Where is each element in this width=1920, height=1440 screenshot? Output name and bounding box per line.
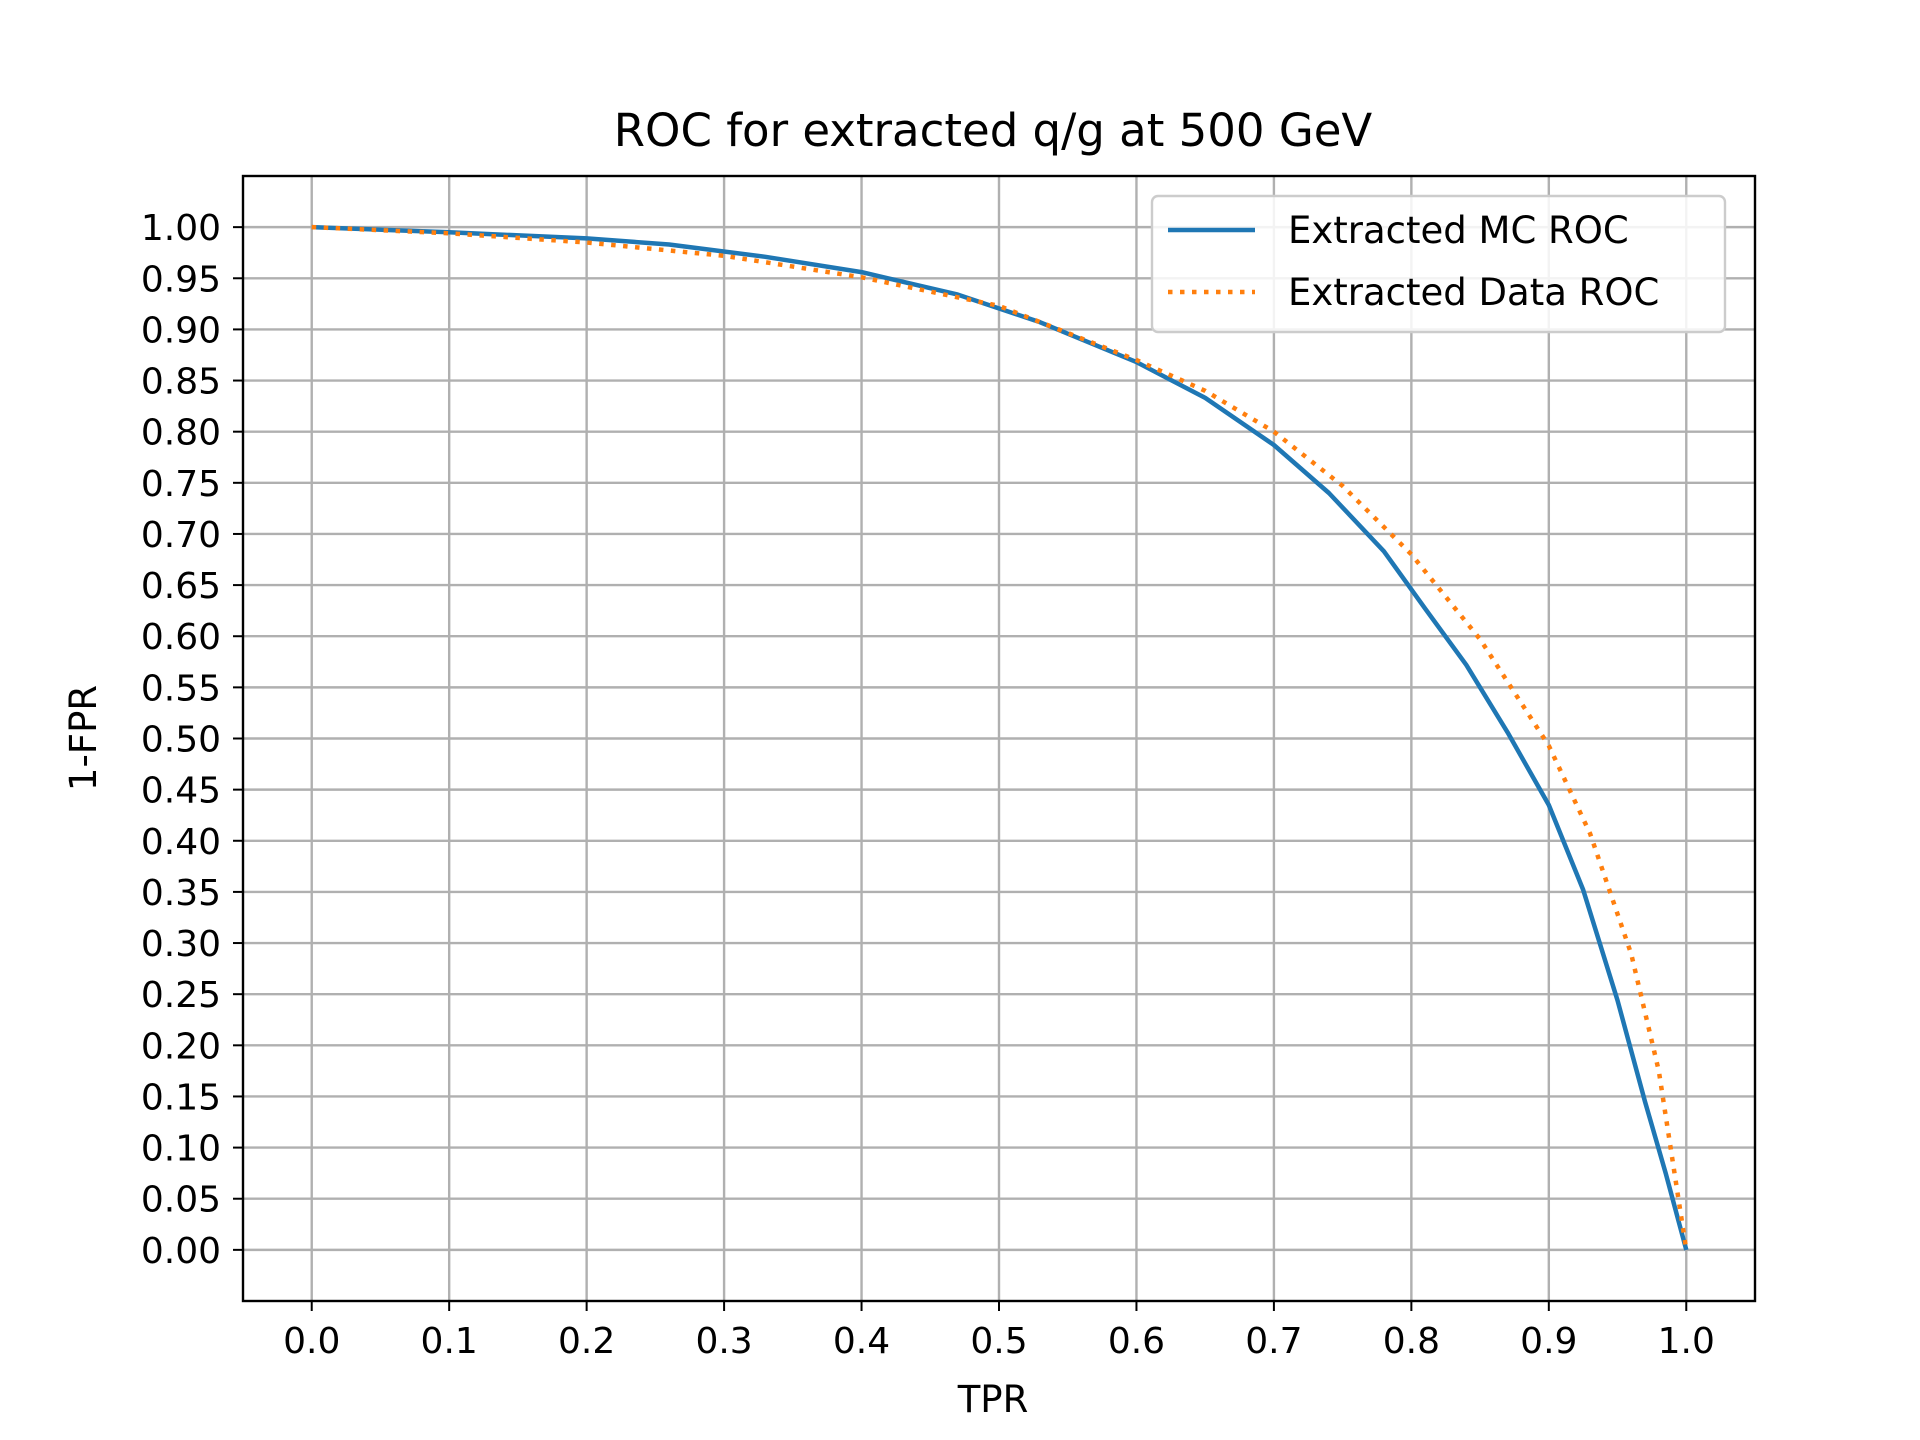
series-lines bbox=[311, 224, 1689, 1251]
x-tick-label: 0.9 bbox=[1520, 1321, 1577, 1362]
series-line-mc bbox=[311, 224, 1689, 1251]
x-axis-label: TPR bbox=[957, 1378, 1029, 1421]
x-tick-label: 0.5 bbox=[970, 1321, 1027, 1362]
y-tick-label: 0.45 bbox=[141, 771, 221, 812]
x-tick-label: 0.1 bbox=[421, 1321, 478, 1362]
legend-label-data: Extracted Data ROC bbox=[1288, 271, 1659, 314]
y-axis-label: 1-FPR bbox=[62, 685, 105, 791]
grid bbox=[243, 176, 1755, 1301]
x-tick-label: 0.3 bbox=[695, 1321, 752, 1362]
y-tick-label: 0.80 bbox=[141, 413, 221, 454]
legend: Extracted MC ROC Extracted Data ROC bbox=[1150, 194, 1727, 334]
y-tick-label: 0.20 bbox=[141, 1026, 221, 1067]
x-tick-label: 0.8 bbox=[1383, 1321, 1440, 1362]
y-tick-label: 0.50 bbox=[141, 720, 221, 761]
y-tick-label: 0.95 bbox=[141, 259, 221, 300]
axis-ticks: 0.0 0.1 0.2 0.3 0.4 0.5 0.6 0.7 0.8 0.9 1.0 0.00 0.0… bbox=[141, 208, 1715, 1362]
x-tick-label: 0.7 bbox=[1245, 1321, 1302, 1362]
y-tick-label: 0.10 bbox=[141, 1129, 221, 1170]
x-tick-label: 1.0 bbox=[1658, 1321, 1715, 1362]
y-tick-label: 1.00 bbox=[141, 208, 221, 249]
x-tick-label: 0.6 bbox=[1108, 1321, 1165, 1362]
chart-title: ROC for extracted q/g at 500 GeV bbox=[614, 104, 1373, 157]
x-tick-label: 0.0 bbox=[283, 1321, 340, 1362]
y-tick-label: 0.15 bbox=[141, 1077, 221, 1118]
y-tick-label: 0.25 bbox=[141, 975, 221, 1016]
y-tick-label: 0.60 bbox=[141, 617, 221, 658]
y-tick-label: 0.65 bbox=[141, 566, 221, 607]
y-tick-label: 0.00 bbox=[141, 1231, 221, 1272]
y-tick-label: 0.30 bbox=[141, 924, 221, 965]
y-tick-label: 0.55 bbox=[141, 668, 221, 709]
y-tick-label: 0.90 bbox=[141, 310, 221, 351]
x-tick-label: 0.4 bbox=[833, 1321, 890, 1362]
y-tick-label: 0.35 bbox=[141, 873, 221, 914]
y-tick-label: 0.85 bbox=[141, 362, 221, 403]
y-tick-label: 0.05 bbox=[141, 1180, 221, 1221]
y-tick-label: 0.75 bbox=[141, 464, 221, 505]
x-tick-label: 0.2 bbox=[558, 1321, 615, 1362]
series-line-data bbox=[311, 224, 1689, 1251]
y-tick-label: 0.70 bbox=[141, 515, 221, 556]
y-tick-label: 0.40 bbox=[141, 822, 221, 863]
legend-box bbox=[1150, 194, 1727, 334]
legend-label-mc: Extracted MC ROC bbox=[1288, 209, 1629, 252]
